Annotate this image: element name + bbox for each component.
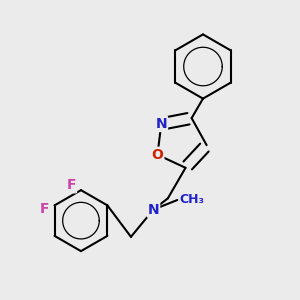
Text: N: N xyxy=(148,202,159,217)
Text: N: N xyxy=(155,117,167,131)
Text: F: F xyxy=(67,178,76,192)
Text: CH₃: CH₃ xyxy=(179,194,204,206)
Text: O: O xyxy=(152,148,164,162)
Text: F: F xyxy=(40,202,50,216)
